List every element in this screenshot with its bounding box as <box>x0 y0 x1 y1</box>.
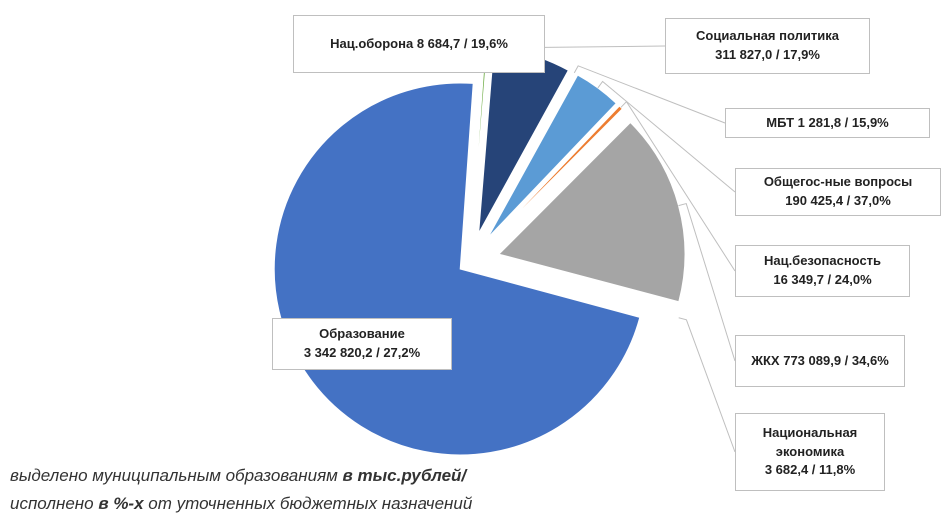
footnote-part: выделено муниципальным образованиям <box>10 466 343 485</box>
data-label-text: Образование 3 342 820,2 / 27,2% <box>277 325 447 363</box>
slice-value: 190 425,4 / 37,0% <box>785 193 891 208</box>
pie-slice <box>487 74 617 239</box>
leader-line <box>678 317 736 453</box>
slice-value: 3 682,4 / 11,8% <box>764 462 856 478</box>
slice-name: Нац.оборона <box>330 35 414 51</box>
pie-slice <box>497 121 686 303</box>
footnote-part: исполнено <box>10 494 99 513</box>
data-label: Социальная политика 311 827,0 / 17,9% <box>665 18 870 74</box>
slice-value: 8 684,7 / 19,6% <box>416 35 508 51</box>
footnote-line: исполнено в %-х от уточненных бюджетных … <box>10 494 472 514</box>
data-label-text: Нац.безопасность 16 349,7 / 24,0% <box>740 252 905 290</box>
slice-value: 16 349,7 / 24,0% <box>773 272 872 287</box>
slice-name: Образование <box>319 326 405 342</box>
footnote-line: выделено муниципальным образованиям в ты… <box>10 466 466 486</box>
slice-name: Нац.безопасность <box>763 253 882 269</box>
footnote-part: в тыс.рублей/ <box>342 466 467 485</box>
footnote-part: в %-х <box>98 494 144 513</box>
data-label: Общегос-ные вопросы 190 425,4 / 37,0% <box>735 168 941 216</box>
data-label: МБТ 1 281,8 / 15,9% <box>725 108 930 138</box>
slice-value: 311 827,0 / 17,9% <box>715 47 820 62</box>
data-label-text: Нац.оборона 8 684,7 / 19,6% <box>330 35 508 54</box>
data-label: Нац.оборона 8 684,7 / 19,6% <box>293 15 545 73</box>
data-label: Нац.безопасность 16 349,7 / 24,0% <box>735 245 910 297</box>
leader-line <box>573 65 726 124</box>
footnote-part: от уточненных бюджетных назначений <box>143 494 473 513</box>
data-label: Национальная экономика 3 682,4 / 11,8% <box>735 413 885 491</box>
data-label-text: Общегос-ные вопросы 190 425,4 / 37,0% <box>740 173 936 211</box>
data-label-text: Национальная экономика 3 682,4 / 11,8% <box>740 424 880 481</box>
leader-line <box>620 100 736 272</box>
data-label-text: ЖКХ 773 089,9 / 34,6% <box>751 352 889 371</box>
data-label: Образование 3 342 820,2 / 27,2% <box>272 318 452 370</box>
leader-line <box>678 202 736 362</box>
slice-name: Национальная экономика <box>762 424 858 459</box>
data-label-text: Социальная политика 311 827,0 / 17,9% <box>670 27 865 65</box>
slice-value: 773 089,9 / 34,6% <box>783 352 889 368</box>
slice-name: Социальная политика <box>696 28 839 44</box>
data-label-text: МБТ 1 281,8 / 15,9% <box>766 114 889 133</box>
slice-name: ЖКХ <box>751 352 780 368</box>
slice-name: Общегос-ные вопросы <box>763 174 913 190</box>
slice-name: МБТ <box>766 114 795 130</box>
data-label: ЖКХ 773 089,9 / 34,6% <box>735 335 905 387</box>
slice-value: 3 342 820,2 / 27,2% <box>303 345 421 360</box>
pie-slice <box>490 105 624 241</box>
leader-line <box>531 45 666 56</box>
leader-line <box>597 80 736 193</box>
slice-value: 1 281,8 / 15,9% <box>797 114 889 130</box>
